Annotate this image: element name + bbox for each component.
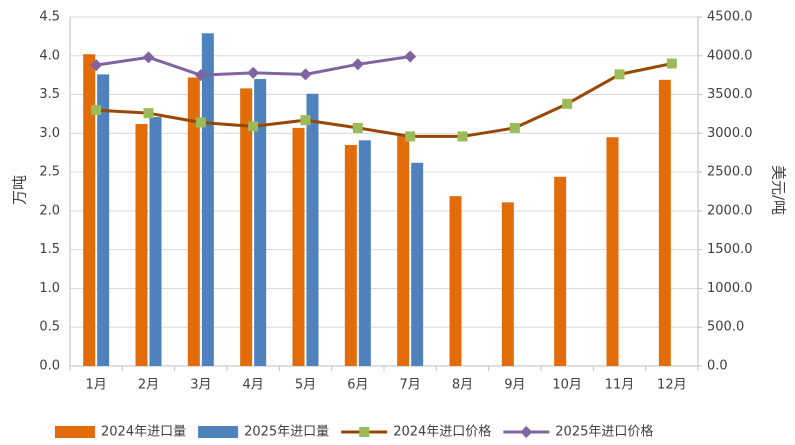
y-tick-label: 1.5 [39,242,60,257]
legend-swatch [198,426,239,438]
x-tick-label: 6月 [347,378,368,393]
line-marker [352,122,363,133]
line-marker [143,108,154,119]
bar [411,162,424,366]
bar [501,202,514,366]
line-marker [91,105,102,116]
y2-tick-label: 4500.0 [707,10,753,25]
bar [554,176,567,366]
y-tick-label: 4.0 [39,48,60,63]
x-tick-label: 4月 [243,378,264,393]
y-tick-label: 0.0 [39,359,60,374]
x-tick-label: 12月 [657,378,687,393]
line-marker [248,121,259,132]
x-tick-label: 9月 [504,378,525,393]
y-tick-label: 3.5 [39,87,60,102]
bar [658,79,671,366]
line-marker [142,51,155,64]
bar [201,33,214,366]
bar [449,196,462,366]
bar [344,144,357,366]
legend-label: 2025年进口价格 [555,424,653,440]
y2-tick-label: 1000.0 [707,281,753,296]
bar [135,124,148,366]
line-marker [404,50,417,63]
legend-swatch [55,426,95,438]
y2-tick-label: 2500.0 [707,165,753,180]
x-tick-label: 1月 [86,378,107,393]
x-tick-label: 8月 [452,378,473,393]
y-tick-label: 2.5 [39,165,60,180]
y2-axis-title: 美元/吨 [770,165,788,215]
line-marker [194,69,207,82]
x-tick-label: 10月 [552,378,582,393]
bar [240,88,253,367]
x-tick-label: 5月 [295,378,316,393]
bar [306,93,319,366]
bar [97,74,110,366]
line-marker [299,68,312,81]
x-tick-label: 11月 [605,378,635,393]
y-tick-label: 3.0 [39,126,60,141]
legend-label: 2025年进口量 [244,425,329,440]
y2-tick-label: 3000.0 [707,126,753,141]
line-marker [247,66,260,79]
y2-tick-label: 0.0 [707,359,728,374]
y2-tick-label: 1500.0 [707,242,753,257]
line-marker [666,58,677,69]
line-marker [351,58,364,71]
legend-marker [520,426,533,438]
y-tick-label: 4.5 [39,10,60,25]
bar [606,137,619,366]
legend-label: 2024年进口价格 [393,424,491,440]
y-tick-label: 0.5 [39,320,60,335]
bar [397,134,410,366]
bar [254,79,267,367]
y2-tick-label: 500.0 [707,320,744,335]
y2-tick-label: 2000.0 [707,203,753,218]
bar [292,127,305,366]
bar [83,54,96,367]
bar [149,117,162,367]
bar [358,140,371,366]
line-marker [405,131,416,142]
line-marker [509,122,520,133]
legend-marker [359,427,370,437]
y-tick-label: 1.0 [39,281,60,296]
bar [187,77,200,366]
line [96,62,673,138]
line-marker [300,115,311,126]
x-tick-label: 7月 [400,378,421,393]
line-marker [614,69,625,80]
line-marker [195,117,206,128]
y-axis-title: 万吨 [11,175,29,205]
line-marker [562,98,573,109]
line-marker [90,59,103,72]
y2-tick-label: 3500.0 [707,87,753,102]
x-tick-label: 3月 [190,378,211,393]
legend-label: 2024年进口量 [101,425,186,440]
line-marker [457,131,468,142]
y-tick-label: 2.0 [39,203,60,218]
x-tick-label: 2月 [138,378,159,393]
y2-tick-label: 4000.0 [707,48,753,63]
